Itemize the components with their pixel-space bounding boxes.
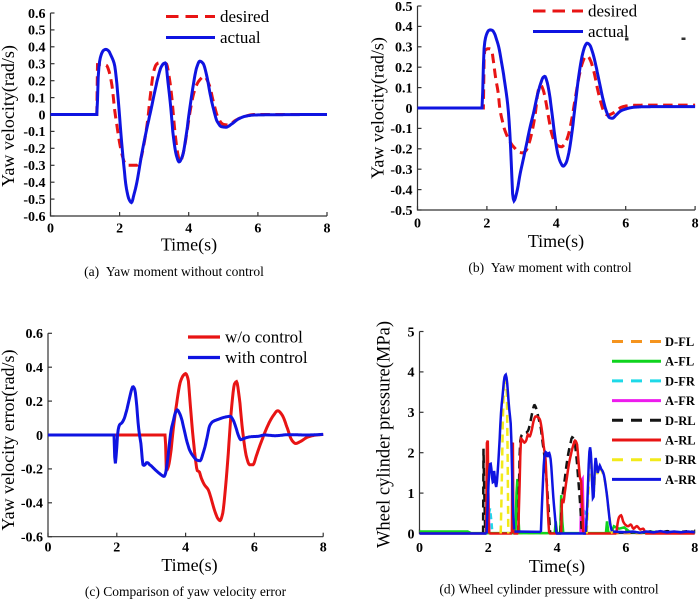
- svg-text:0.1: 0.1: [395, 81, 413, 96]
- svg-text:-0.2: -0.2: [23, 142, 45, 157]
- svg-text:actual: actual: [220, 28, 261, 47]
- svg-text:6: 6: [251, 541, 258, 556]
- svg-text:0: 0: [416, 541, 423, 556]
- svg-text:2: 2: [485, 541, 492, 556]
- svg-text:0.1: 0.1: [28, 91, 46, 106]
- svg-text:D-FL: D-FL: [665, 335, 694, 349]
- svg-text:0.5: 0.5: [395, 0, 413, 15]
- svg-text:4: 4: [554, 541, 561, 556]
- svg-text:A-RL: A-RL: [665, 434, 696, 448]
- svg-text:A-FR: A-FR: [665, 394, 696, 408]
- svg-text:2: 2: [408, 447, 415, 462]
- svg-text:4: 4: [185, 222, 192, 237]
- svg-text:D-RL: D-RL: [665, 414, 696, 428]
- svg-text:8: 8: [692, 217, 699, 232]
- svg-text:4: 4: [408, 366, 415, 381]
- svg-text:desired: desired: [220, 7, 270, 26]
- svg-text:A-FL: A-FL: [665, 355, 694, 369]
- svg-text:0.4: 0.4: [26, 361, 44, 376]
- svg-text:8: 8: [324, 222, 331, 237]
- svg-text:0: 0: [39, 108, 46, 123]
- svg-text:0.5: 0.5: [28, 24, 46, 39]
- svg-text:0.4: 0.4: [395, 20, 413, 35]
- svg-text:Time(s): Time(s): [161, 555, 217, 576]
- svg-text:desired: desired: [588, 2, 638, 21]
- svg-text:w/o control: w/o control: [225, 328, 303, 347]
- svg-text:2: 2: [483, 217, 490, 232]
- svg-text:8: 8: [691, 541, 698, 556]
- svg-text:0.2: 0.2: [26, 395, 44, 410]
- svg-text:(b) Yaw moment with control: (b) Yaw moment with control: [468, 260, 631, 275]
- svg-text:4: 4: [553, 217, 560, 232]
- svg-text:0: 0: [45, 541, 52, 556]
- svg-text:D-RR: D-RR: [665, 453, 697, 467]
- svg-text:-0.6: -0.6: [21, 531, 43, 546]
- svg-text:1: 1: [408, 487, 415, 502]
- svg-text:Time(s): Time(s): [528, 231, 584, 252]
- svg-text:(c) Comparison of yaw velocity: (c) Comparison of yaw velocity error: [85, 584, 287, 599]
- svg-text:3: 3: [408, 406, 415, 421]
- svg-text:4: 4: [182, 541, 189, 556]
- svg-text:6: 6: [622, 541, 629, 556]
- svg-text:2: 2: [116, 222, 123, 237]
- svg-text:0: 0: [408, 527, 415, 542]
- svg-text:Yaw velocity(rad/s): Yaw velocity(rad/s): [0, 45, 19, 187]
- svg-text:-0.4: -0.4: [390, 183, 412, 198]
- svg-text:0.6: 0.6: [28, 7, 46, 22]
- svg-text:6: 6: [622, 217, 629, 232]
- svg-text:Time(s): Time(s): [161, 235, 217, 256]
- svg-text:A-RR: A-RR: [665, 473, 697, 487]
- svg-text:2: 2: [113, 541, 120, 556]
- svg-text:-0.5: -0.5: [390, 204, 412, 219]
- svg-text:-0.6: -0.6: [23, 210, 45, 225]
- svg-text:actual: actual: [588, 22, 629, 41]
- svg-text:-0.2: -0.2: [21, 463, 43, 478]
- svg-text:5: 5: [408, 325, 415, 340]
- svg-text:Time(s): Time(s): [529, 556, 585, 577]
- svg-text:Yaw velocity(rad/s): Yaw velocity(rad/s): [368, 37, 389, 179]
- svg-text:Wheel cylinder pressure(MPa): Wheel cylinder pressure(MPa): [375, 321, 395, 548]
- svg-text:-0.1: -0.1: [390, 122, 412, 137]
- svg-text:0.2: 0.2: [395, 61, 413, 76]
- svg-text:-0.1: -0.1: [23, 125, 45, 140]
- svg-text:8: 8: [320, 541, 327, 556]
- svg-text:0.4: 0.4: [28, 41, 46, 56]
- svg-text:-0.3: -0.3: [390, 163, 412, 178]
- svg-text:-0.3: -0.3: [23, 159, 45, 174]
- svg-text:6: 6: [254, 222, 261, 237]
- svg-text:-0.2: -0.2: [390, 143, 412, 158]
- svg-text:0.3: 0.3: [28, 58, 46, 73]
- svg-text:-0.4: -0.4: [21, 497, 43, 512]
- svg-text:(d) Wheel cylinder pressure wi: (d) Wheel cylinder pressure with control: [439, 582, 659, 597]
- svg-text:0: 0: [406, 102, 413, 117]
- svg-text:(a) Yaw moment without contro: (a) Yaw moment without control: [84, 264, 264, 279]
- svg-text:with control: with control: [225, 348, 308, 367]
- svg-text:-0.4: -0.4: [23, 176, 45, 191]
- svg-text:0.2: 0.2: [28, 75, 46, 90]
- svg-text:D-FR: D-FR: [665, 374, 696, 388]
- svg-text:0: 0: [36, 429, 43, 444]
- svg-text:0.3: 0.3: [395, 41, 413, 56]
- svg-text:0: 0: [47, 222, 54, 237]
- svg-text:Yaw velocity error(rad/s): Yaw velocity error(rad/s): [0, 349, 19, 530]
- svg-text:-0.5: -0.5: [23, 193, 45, 208]
- svg-text:0.6: 0.6: [26, 327, 44, 342]
- svg-text:0: 0: [414, 217, 421, 232]
